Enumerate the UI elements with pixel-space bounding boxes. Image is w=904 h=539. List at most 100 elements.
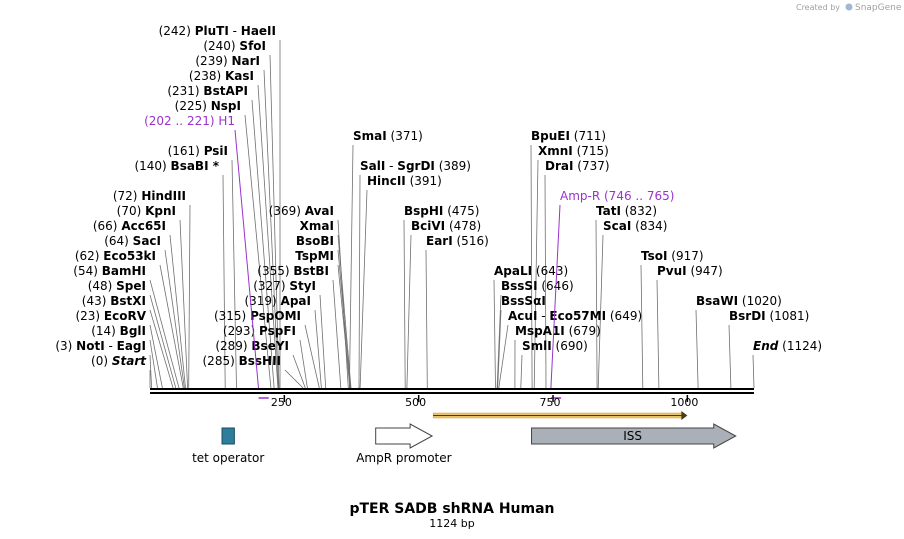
site-label-noti: (3) NotI - EagI — [55, 339, 146, 353]
site-leader-line — [493, 279, 496, 389]
site-label-tati: TatI (832) — [596, 204, 657, 218]
site-pos: (62) — [75, 249, 103, 263]
site-pos: (285) — [203, 354, 239, 368]
site-name: Acc65I — [121, 219, 166, 233]
site-name: NspI — [211, 99, 241, 113]
site-leader-line — [244, 114, 272, 389]
site-leader-line — [149, 339, 158, 389]
site-pos: (43) — [82, 294, 110, 308]
site-label-bsabi: (140) BsaBI * — [134, 159, 219, 173]
site-extra_sep: - — [105, 339, 117, 353]
site-name: TspMI — [295, 249, 334, 263]
site-name: BsrDI — [729, 309, 766, 323]
site-leader-line — [656, 279, 660, 389]
site-pos: (371) — [387, 129, 423, 143]
site-label-acui: AcuI - Eco57MI (649) — [508, 309, 642, 323]
site-pos: (225) — [175, 99, 211, 113]
site-name: BssSI — [501, 279, 538, 293]
site-leader-line — [640, 264, 644, 389]
credit-brand: SnapGene — [855, 3, 902, 13]
site-pos: (240) — [203, 39, 239, 53]
site-label-bsrdi: BsrDI (1081) — [729, 309, 809, 323]
site-label-bsawi: BsaWI (1020) — [696, 294, 782, 308]
site-leader-line — [497, 309, 502, 389]
feature-leader-line — [234, 129, 259, 389]
site-label-pspfi: (293) PspFI — [223, 324, 296, 338]
site-leader-line — [530, 144, 533, 389]
site-pos: (643) — [532, 264, 568, 278]
site-name: TatI — [596, 204, 621, 218]
site-leader-line — [292, 354, 306, 389]
site-extra: Eco57MI — [549, 309, 606, 323]
site-label-eco53ki: (62) Eco53kI — [75, 249, 156, 263]
site-name: SalI — [360, 159, 385, 173]
site-pos: (649) — [606, 309, 642, 323]
features: tet operator AmpR promoter ISS — [192, 423, 737, 465]
site-label-nari: (239) NarI — [195, 54, 260, 68]
site-leader-line — [520, 354, 523, 389]
site-pos: (14) — [91, 324, 119, 338]
site-leader-line — [299, 339, 308, 389]
site-pos: (832) — [621, 204, 657, 218]
site-label-spei: (48) SpeI — [88, 279, 146, 293]
site-name: BpuEI — [531, 129, 570, 143]
sequence-backbone — [150, 388, 754, 394]
site-name: Start — [112, 354, 147, 368]
site-label-saci: (64) SacI — [104, 234, 161, 248]
ampr-promoter-arrow — [375, 423, 434, 449]
site-label-bstapi: (231) BstAPI — [167, 84, 248, 98]
site-leader-line — [314, 309, 322, 389]
site-name: DraI — [545, 159, 573, 173]
site-pos: (327) — [253, 279, 289, 293]
axis-tick-label: 750 — [540, 396, 561, 409]
site-label-acc65i: (66) Acc65I — [93, 219, 166, 233]
site-pos: (690) — [552, 339, 588, 353]
site-name: PspOMI — [250, 309, 301, 323]
site-label-mspa1i: MspA1I (679) — [515, 324, 601, 338]
site-label-kpni: (70) KpnI — [117, 204, 176, 218]
site-label-hincii: HincII (391) — [367, 174, 442, 188]
site-leader-line — [257, 84, 279, 389]
site-label-avai: (369) AvaI — [269, 204, 334, 218]
site-name: HindIII — [141, 189, 186, 203]
site-leader-line — [544, 174, 547, 389]
site-label-psii: (161) PsiI — [168, 144, 228, 158]
axis-ticks: 250 500 750 1000 — [271, 395, 698, 409]
site-label-bsssi: BssSI (646) — [501, 279, 574, 293]
site-leader-line — [231, 159, 237, 389]
site-labels: (0) Start(3) NotI - EagI(14) BglI(23) Ec… — [55, 24, 822, 368]
site-label-bseyi: (289) BseYI — [215, 339, 289, 353]
site-leader-line — [498, 324, 509, 389]
site-pos: (1124) — [778, 339, 822, 353]
site-label-eari: EarI (516) — [426, 234, 489, 248]
site-name: KasI — [225, 69, 254, 83]
site-name: NarI — [231, 54, 260, 68]
credit: Created by SnapGene — [796, 3, 902, 13]
site-label-hindiii: (72) HindIII — [113, 189, 186, 203]
site-label-end: End (1124) — [753, 339, 822, 353]
site-label-sfoi: (240) SfoI — [203, 39, 266, 53]
site-label-bsssi: BssSαI — [501, 294, 546, 308]
feature-label: Amp-R (746 .. 765) — [560, 189, 674, 203]
orf-arrowhead — [681, 411, 688, 420]
site-name: End — [753, 339, 779, 353]
site-leader-line — [359, 189, 368, 389]
site-pos: (679) — [565, 324, 601, 338]
site-leader-line — [695, 309, 699, 389]
site-pos: (834) — [631, 219, 667, 233]
site-name: BspHI — [404, 204, 443, 218]
site-name: ScaI — [603, 219, 631, 233]
site-label-pluti: (242) PluTI - HaeII — [159, 24, 276, 38]
site-pos: (711) — [570, 129, 606, 143]
iss-label: ISS — [623, 429, 642, 443]
site-pos: (737) — [573, 159, 609, 173]
site-leader-line — [149, 354, 152, 389]
site-leader-line — [728, 324, 732, 389]
site-name: MspA1I — [515, 324, 565, 338]
site-name: ApaI — [281, 294, 311, 308]
site-name: XmnI — [538, 144, 573, 158]
site-name: EcoRV — [104, 309, 147, 323]
site-label-bstbi: (355) BstBI — [257, 264, 329, 278]
sequence-length: 1124 bp — [429, 517, 474, 530]
ampr-promoter-label: AmpR promoter — [356, 451, 451, 465]
